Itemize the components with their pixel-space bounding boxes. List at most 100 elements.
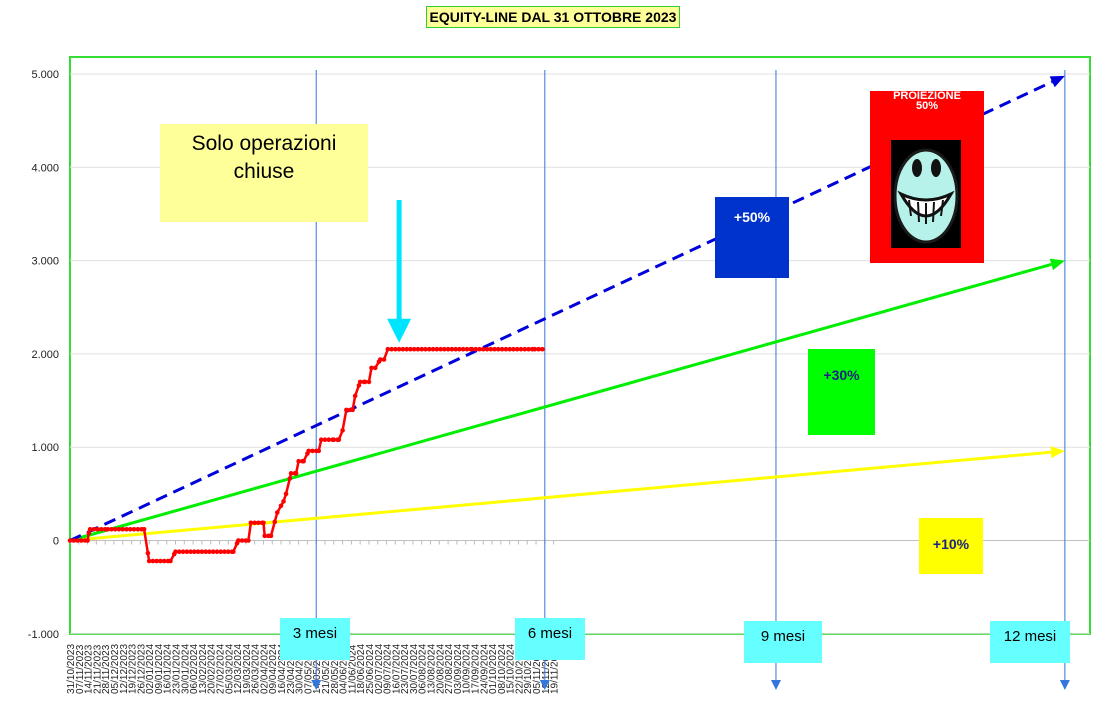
x-tick-label: 13/08/2024 bbox=[427, 644, 438, 694]
equity-point bbox=[231, 549, 236, 554]
equity-point bbox=[154, 558, 159, 564]
equity-point bbox=[188, 549, 193, 554]
equity-point bbox=[350, 407, 355, 413]
x-tick-label: 01/10/2024 bbox=[488, 644, 499, 694]
equity-point bbox=[236, 538, 241, 543]
equity-point bbox=[287, 476, 293, 481]
x-tick-label: 28/11/2023 bbox=[101, 644, 112, 694]
percent-badge-50: +50% bbox=[715, 197, 789, 278]
equity-point bbox=[464, 346, 470, 352]
smiley-icon bbox=[893, 148, 959, 244]
equity-point bbox=[272, 519, 278, 525]
equity-point bbox=[336, 437, 342, 443]
x-tick-label: 13/02/2024 bbox=[198, 644, 209, 694]
equity-point bbox=[473, 346, 479, 352]
equity-point bbox=[404, 346, 409, 352]
x-tick-label: 14/05/2024 bbox=[312, 644, 323, 694]
equity-point bbox=[262, 533, 268, 539]
x-tick-label: 21/05/2024 bbox=[321, 644, 332, 694]
equity-point bbox=[499, 346, 505, 352]
equity-point bbox=[340, 428, 345, 433]
equity-point bbox=[419, 346, 425, 352]
x-tick-label: 17/09/2024 bbox=[470, 644, 481, 694]
equity-point bbox=[71, 538, 77, 543]
x-tick-label: 29/10/2024 bbox=[523, 644, 534, 694]
equity-point bbox=[423, 346, 428, 352]
y-tick-label: -1.000 bbox=[28, 629, 59, 641]
x-tick-label: 14/11/2023 bbox=[84, 644, 95, 694]
equity-point bbox=[184, 549, 190, 554]
x-tick-label: 22/10/2024 bbox=[514, 644, 525, 694]
highlight-arrow-head bbox=[387, 318, 412, 343]
x-tick-label: 30/04/2024 bbox=[295, 644, 306, 694]
equity-point bbox=[503, 346, 509, 352]
x-tick-label: 10/09/2024 bbox=[462, 644, 473, 694]
x-tick-label: 02/01/2024 bbox=[145, 644, 156, 694]
equity-point bbox=[306, 448, 311, 454]
x-tick-label: 16/01/2024 bbox=[163, 644, 174, 694]
percent-badge-10: +10% bbox=[919, 518, 983, 574]
equity-point bbox=[268, 533, 274, 539]
equity-point bbox=[99, 527, 104, 532]
equity-point bbox=[415, 346, 421, 352]
equity-point bbox=[278, 503, 284, 509]
equity-point bbox=[91, 527, 97, 532]
equity-point bbox=[195, 549, 201, 554]
equity-point bbox=[453, 346, 458, 352]
equity-point bbox=[95, 527, 100, 532]
equity-point bbox=[281, 499, 286, 504]
x-tick-label: 15/10/2024 bbox=[506, 644, 517, 694]
equity-point bbox=[344, 407, 349, 413]
equity-point bbox=[135, 527, 141, 532]
y-axis: -1.000 0 1.000 2.000 3.000 4.000 5.000 bbox=[28, 69, 59, 641]
x-tick-label: 27/02/2024 bbox=[215, 644, 226, 694]
x-tick-label: 08/10/2024 bbox=[497, 644, 508, 694]
equity-point bbox=[496, 346, 501, 352]
equity-point bbox=[207, 549, 212, 554]
equity-point bbox=[393, 346, 398, 352]
equity-point bbox=[518, 346, 524, 352]
equity-point bbox=[218, 549, 224, 554]
note-box: Solo operazioni chiuse bbox=[160, 124, 368, 222]
x-tick-label: 26/12/2023 bbox=[136, 644, 147, 694]
x-tick-label: 04/06/2024 bbox=[339, 644, 350, 694]
equity-point bbox=[357, 379, 363, 385]
equity-point bbox=[109, 527, 114, 532]
equity-point bbox=[239, 538, 245, 543]
y-tick-label: 3.000 bbox=[31, 256, 59, 268]
month-marker-arrow bbox=[770, 680, 781, 690]
y-tick-label: 0 bbox=[53, 536, 59, 548]
y-tick-label: 4.000 bbox=[31, 162, 59, 174]
x-tick-label: 07/05/2024 bbox=[303, 644, 314, 694]
equity-point bbox=[488, 346, 494, 352]
equity-point bbox=[372, 365, 378, 371]
x-tick-label: 03/09/2024 bbox=[453, 644, 464, 694]
x-tick-label: 21/11/2023 bbox=[92, 644, 103, 694]
month-marker-9: 9 mesi bbox=[744, 621, 822, 663]
x-tick-label: 19/12/2023 bbox=[128, 644, 139, 694]
projection-line-1: PROIEZIONE bbox=[893, 90, 961, 102]
equity-point bbox=[310, 448, 315, 454]
equity-point bbox=[86, 530, 92, 536]
x-tick-label: 26/03/2024 bbox=[251, 644, 262, 694]
equity-point bbox=[507, 346, 512, 352]
equity-point bbox=[79, 538, 84, 543]
equity-point bbox=[105, 527, 110, 532]
equity-point bbox=[199, 549, 205, 554]
equity-point bbox=[75, 538, 80, 543]
x-tick-label: 05/11/2024 bbox=[532, 644, 543, 694]
y-tick-label: 5.000 bbox=[31, 69, 59, 81]
percent-badge-30: +30% bbox=[808, 349, 875, 435]
equity-point bbox=[146, 558, 152, 564]
x-tick-label: 19/03/2024 bbox=[242, 644, 253, 694]
x-tick-label: 28/05/2024 bbox=[330, 644, 341, 694]
equity-point bbox=[477, 346, 482, 352]
equity-point bbox=[457, 346, 462, 352]
equity-point bbox=[356, 383, 362, 388]
equity-point bbox=[222, 549, 227, 554]
equity-point bbox=[145, 550, 151, 556]
equity-point bbox=[316, 448, 322, 454]
x-tick-label: 23/04/2024 bbox=[286, 644, 297, 694]
equity-point bbox=[408, 346, 413, 352]
equity-point bbox=[445, 346, 451, 352]
